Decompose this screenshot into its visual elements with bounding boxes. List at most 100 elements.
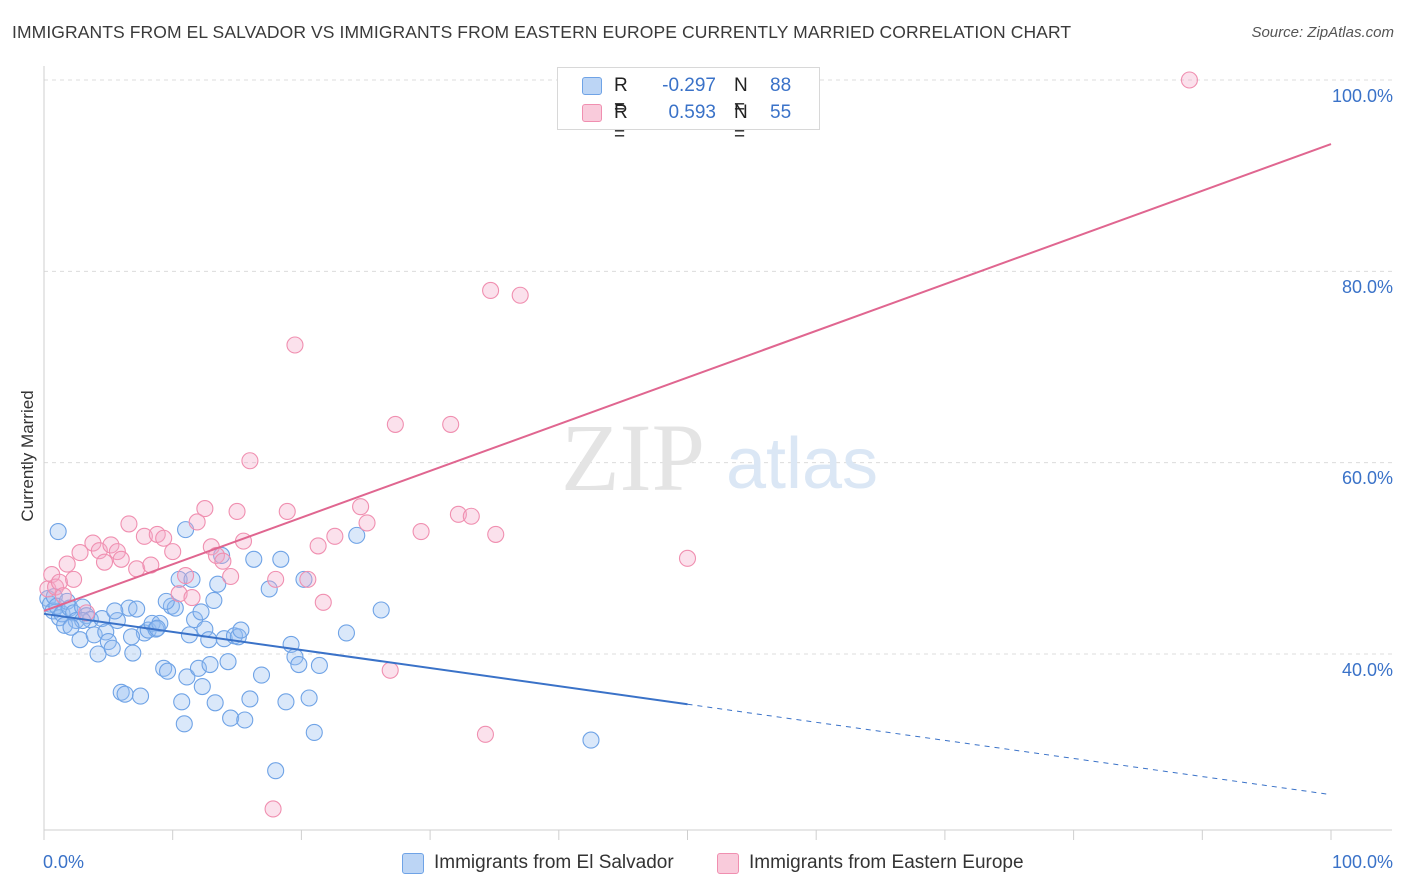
chart-title: IMMIGRANTS FROM EL SALVADOR VS IMMIGRANT… <box>12 22 1072 42</box>
y-tick-label-100: 100.0% <box>1331 86 1393 106</box>
el-salvador-point <box>62 618 80 636</box>
r-label: R = <box>614 75 628 118</box>
eastern-europe-point <box>314 593 332 611</box>
eastern-europe-point <box>58 555 76 573</box>
eastern-europe-point <box>511 286 529 304</box>
el-salvador-point <box>131 687 150 705</box>
eastern-europe-point <box>381 661 399 679</box>
el-salvador-point <box>106 602 124 620</box>
r-value: 0.593 <box>668 102 716 123</box>
eastern-europe-point <box>71 544 89 562</box>
series-swatch-blue <box>402 853 424 874</box>
eastern-europe-point <box>442 415 460 433</box>
el-salvador-point <box>232 621 250 639</box>
eastern-europe-point <box>177 567 195 585</box>
el-salvador-point <box>122 628 141 646</box>
eastern-europe-point <box>95 553 114 571</box>
eastern-europe-point <box>188 513 206 531</box>
el-salvador-point <box>175 715 193 733</box>
eastern-europe-point <box>278 502 296 521</box>
eastern-europe-point <box>678 549 697 567</box>
eastern-europe-point <box>476 725 494 743</box>
el-salvador-point <box>205 591 223 609</box>
n-label: N = <box>734 75 748 118</box>
el-salvador-point <box>192 603 210 621</box>
eastern-europe-point <box>309 537 327 555</box>
eastern-europe-point <box>228 502 246 521</box>
el-salvador-point <box>260 580 278 598</box>
r-label: R = <box>614 102 628 145</box>
n-value: 55 <box>770 102 792 123</box>
axes <box>43 66 1392 840</box>
el-salvador-point <box>193 677 211 696</box>
series-label: Immigrants from El Salvador <box>434 852 674 873</box>
el-salvador-point <box>97 623 115 641</box>
series-label: Immigrants from Eastern Europe <box>749 852 1024 873</box>
el-salvador-point <box>200 631 218 649</box>
el-salvador-point <box>277 693 295 711</box>
el-salvador-point <box>151 614 169 632</box>
el-salvador-point <box>178 668 196 686</box>
legend-swatch-blue <box>582 77 602 95</box>
el-salvador-point <box>252 666 271 684</box>
eastern-europe-point <box>241 452 259 470</box>
y-tick-label-40: 40.0% <box>1341 660 1393 680</box>
el-salvador-point <box>166 599 184 617</box>
el-salvador-trend-line <box>43 612 688 706</box>
eastern-europe-trend-line <box>43 143 1332 612</box>
x-tick-label-min: 0.0% <box>43 852 85 872</box>
el-salvador-point <box>241 690 259 708</box>
eastern-europe-point <box>299 570 317 588</box>
el-salvador-point <box>337 624 355 642</box>
eastern-europe-point <box>65 570 83 588</box>
y-tick-label-80: 80.0% <box>1341 277 1393 297</box>
el-salvador-point <box>348 526 366 544</box>
n-value: 88 <box>770 75 792 96</box>
data-points <box>39 71 1198 818</box>
x-tick-label-max: 100.0% <box>1331 852 1393 872</box>
eastern-europe-point <box>482 281 500 300</box>
eastern-europe-point <box>449 505 467 523</box>
r-value: -0.297 <box>662 75 716 96</box>
el-salvador-point <box>128 600 146 618</box>
eastern-europe-point <box>155 529 173 547</box>
eastern-europe-point <box>196 500 214 518</box>
el-salvador-point <box>206 694 224 712</box>
el-salvador-point <box>305 723 323 741</box>
el-salvador-point <box>209 575 227 593</box>
eastern-europe-point <box>1180 71 1198 89</box>
eastern-europe-point <box>164 543 182 561</box>
el-salvador-point <box>201 655 219 674</box>
trend-lines <box>43 143 1332 796</box>
el-salvador-point <box>222 709 240 727</box>
el-salvador-point <box>267 762 285 780</box>
eastern-europe-point <box>358 514 376 532</box>
eastern-europe-point <box>267 570 285 588</box>
eastern-europe-point <box>412 522 430 541</box>
eastern-europe-point <box>108 543 126 561</box>
el-salvador-point <box>582 731 600 749</box>
el-salvador-point <box>372 601 390 619</box>
el-salvador-point <box>295 570 313 588</box>
el-salvador-point <box>157 592 175 610</box>
el-salvador-point <box>236 711 254 729</box>
eastern-europe-point <box>386 415 404 433</box>
el-salvador-point <box>124 644 142 662</box>
gridlines <box>44 79 1392 655</box>
eastern-europe-point <box>222 567 240 586</box>
el-salvador-point <box>300 689 318 707</box>
el-salvador-point <box>49 522 67 541</box>
eastern-europe-point <box>120 515 138 533</box>
el-salvador-point <box>272 550 290 568</box>
eastern-europe-point <box>462 507 480 525</box>
watermark-atlas: atlas <box>726 424 878 504</box>
source-credit: Source: ZipAtlas.com <box>1251 24 1394 41</box>
el-salvador-point <box>173 693 191 711</box>
el-salvador-point <box>245 550 263 568</box>
eastern-europe-point <box>112 550 130 568</box>
el-salvador-trend-extension <box>687 703 1332 796</box>
eastern-europe-point <box>77 604 96 622</box>
eastern-europe-point <box>135 527 153 545</box>
correlation-legend: R = -0.297 N = 88 R = 0.593 N = 55 <box>557 67 820 145</box>
